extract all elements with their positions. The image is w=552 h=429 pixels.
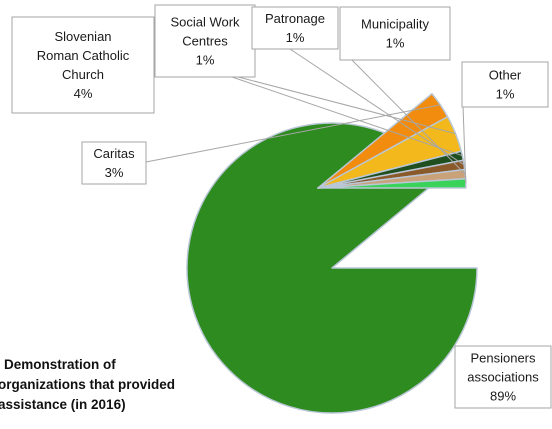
data-label-pensioners-associations-line-1: associations bbox=[467, 370, 539, 385]
leader-line-caritas bbox=[145, 104, 441, 163]
chart-title-line-2: assistance (in 2016) bbox=[0, 397, 126, 412]
data-label-caritas-line-1: 3% bbox=[105, 165, 124, 180]
data-label-box-caritas bbox=[81, 141, 147, 185]
leader-line-social-work-centres bbox=[231, 76, 463, 157]
data-label-box-pensioners-associations bbox=[454, 345, 552, 409]
chart-title-line-0: Demonstration of bbox=[4, 357, 116, 372]
data-label-box-patronage bbox=[251, 6, 339, 50]
data-label-other-line-0: Other bbox=[489, 68, 522, 83]
leader-line-municipality bbox=[339, 47, 466, 175]
data-label-box-other bbox=[461, 61, 549, 108]
chart-title-line-1: organizations that provided bbox=[0, 377, 175, 392]
data-labels: Pensioners associations 89% Caritas 3% Sloven… bbox=[11, 4, 552, 409]
data-label-pensioners-associations-line-2: 89% bbox=[490, 389, 516, 404]
data-label-box-municipality bbox=[339, 6, 451, 61]
data-label-pensioners-associations-line-0: Pensioners bbox=[470, 351, 536, 366]
data-label-box-social-work-centres bbox=[154, 4, 256, 78]
data-label-municipality-line-1: 1% bbox=[386, 36, 405, 51]
data-label-slovenian-roman-catholic-church-line-3: 4% bbox=[74, 86, 93, 101]
data-label-caritas-line-0: Caritas bbox=[93, 146, 135, 161]
data-label-municipality-line-0: Municipality bbox=[361, 17, 429, 32]
data-label-box-slovenian-roman-catholic-church bbox=[11, 16, 155, 114]
data-label-social-work-centres-line-2: 1% bbox=[196, 53, 215, 68]
data-label-patronage-line-1: 1% bbox=[286, 30, 305, 45]
data-label-slovenian-roman-catholic-church-line-2: Church bbox=[62, 67, 104, 82]
data-label-slovenian-roman-catholic-church-line-0: Slovenian bbox=[54, 29, 111, 44]
data-label-other-line-1: 1% bbox=[496, 87, 515, 102]
pie-slices bbox=[186, 122, 478, 414]
leader-line-patronage bbox=[289, 48, 465, 166]
data-label-social-work-centres-line-1: Centres bbox=[182, 34, 228, 49]
data-label-social-work-centres-line-0: Social Work bbox=[170, 15, 240, 30]
chart-title: Demonstration of organizations that provi… bbox=[0, 357, 175, 412]
pie-slice-pensioners-associations bbox=[186, 122, 478, 414]
data-label-slovenian-roman-catholic-church-line-1: Roman Catholic bbox=[37, 48, 130, 63]
data-label-patronage-line-0: Patronage bbox=[265, 11, 325, 26]
